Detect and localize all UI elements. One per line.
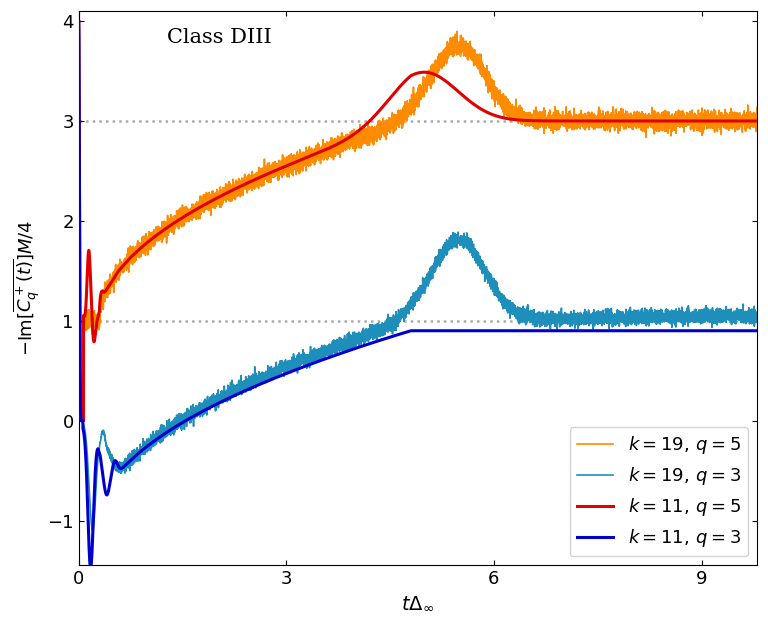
$k = 19,\, q = 5$ xyxy=(108,273,118,281)
$k = 19,\, q = 5$ xyxy=(505,107,515,115)
$k = 11,\, q = 3$ xyxy=(86,564,95,572)
Line: $k = 19,\, q = 3$: $k = 19,\, q = 3$ xyxy=(79,22,757,530)
$k = 19,\, q = 3$ xyxy=(319,349,329,357)
Line: $k = 11,\, q = 5$: $k = 11,\, q = 5$ xyxy=(79,22,757,421)
Text: Class DIII: Class DIII xyxy=(167,27,272,47)
X-axis label: $t\Delta_{\infty}$: $t\Delta_{\infty}$ xyxy=(401,594,435,613)
$k = 19,\, q = 5$ xyxy=(319,147,329,154)
$k = 19,\, q = 5$ xyxy=(753,112,762,120)
$k = 11,\, q = 5$ xyxy=(505,115,515,123)
$k = 11,\, q = 5$ xyxy=(475,105,485,112)
$k = 19,\, q = 3$ xyxy=(577,313,586,321)
$k = 19,\, q = 5$ xyxy=(475,65,485,72)
$k = 11,\, q = 3$ xyxy=(613,327,622,334)
$k = 11,\, q = 5$ xyxy=(319,147,329,154)
$k = 19,\, q = 5$ xyxy=(74,18,84,26)
$k = 19,\, q = 3$ xyxy=(74,18,84,26)
Y-axis label: $-\mathrm{Im}[\overline{C_q^+(t)}]M/4$: $-\mathrm{Im}[\overline{C_q^+(t)}]M/4$ xyxy=(11,220,41,356)
$k = 19,\, q = 5$ xyxy=(79,417,88,424)
Line: $k = 11,\, q = 3$: $k = 11,\, q = 3$ xyxy=(79,22,757,568)
$k = 19,\, q = 3$ xyxy=(505,300,515,308)
$k = 19,\, q = 3$ xyxy=(613,318,622,326)
$k = 11,\, q = 5$ xyxy=(108,276,118,284)
Line: $k = 19,\, q = 5$: $k = 19,\, q = 5$ xyxy=(79,22,757,421)
$k = 11,\, q = 3$ xyxy=(505,327,515,334)
$k = 11,\, q = 3$ xyxy=(74,18,84,26)
$k = 11,\, q = 5$ xyxy=(79,417,88,424)
$k = 19,\, q = 3$ xyxy=(108,459,118,467)
$k = 19,\, q = 5$ xyxy=(613,114,622,122)
$k = 11,\, q = 3$ xyxy=(577,327,586,334)
$k = 19,\, q = 3$ xyxy=(88,527,97,534)
$k = 19,\, q = 3$ xyxy=(475,262,485,270)
$k = 19,\, q = 3$ xyxy=(753,315,762,323)
$k = 11,\, q = 5$ xyxy=(753,117,762,125)
$k = 11,\, q = 3$ xyxy=(753,327,762,334)
$k = 11,\, q = 3$ xyxy=(108,462,118,470)
$k = 11,\, q = 5$ xyxy=(577,117,586,125)
$k = 11,\, q = 5$ xyxy=(74,18,84,26)
$k = 19,\, q = 5$ xyxy=(577,117,586,124)
$k = 11,\, q = 3$ xyxy=(319,356,329,363)
$k = 11,\, q = 3$ xyxy=(475,327,485,334)
$k = 11,\, q = 5$ xyxy=(613,117,622,125)
Legend: $k = 19,\, q = 5$, $k = 19,\, q = 3$, $k = 11,\, q = 5$, $k = 11,\, q = 3$: $k = 19,\, q = 5$, $k = 19,\, q = 3$, $k… xyxy=(570,427,748,557)
